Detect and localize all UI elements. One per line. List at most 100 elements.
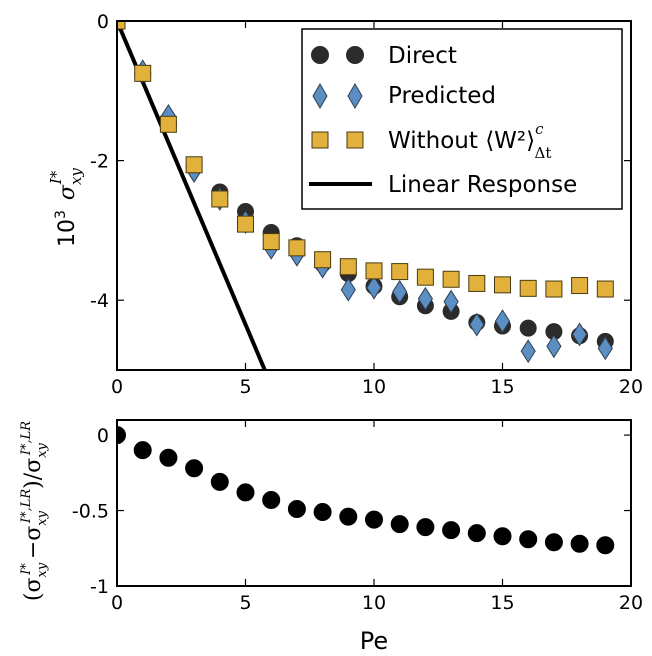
without-point — [134, 64, 152, 82]
legend-direct-marker-2 — [346, 46, 364, 64]
top-data-layer — [117, 21, 614, 370]
bottom-y-tick-label: -1 — [90, 576, 109, 598]
ylabel-symbol: σ — [55, 184, 80, 200]
bottom-x-tick-label: 0 — [111, 592, 123, 614]
legend-linear-label: Linear Response — [388, 172, 577, 198]
top-ticks: 0 5 10 15 20 0 -2 -4 — [90, 11, 643, 398]
without-point — [416, 268, 434, 286]
top-x-tick-label: 5 — [239, 376, 251, 398]
predicted-point — [546, 334, 562, 359]
bottom-x-tick-label: 15 — [490, 592, 514, 614]
direct-point — [519, 319, 537, 337]
ylabel-subscript: xy — [67, 168, 85, 185]
ratio-point — [262, 490, 281, 509]
legend-entry-without: Without ⟨W²⟩c Δt — [311, 120, 551, 162]
top-y-tick-label: -2 — [90, 151, 109, 173]
without-point — [314, 251, 332, 269]
bottom-x-tick-label: 20 — [619, 592, 643, 614]
without-point — [545, 280, 563, 298]
without-point — [365, 262, 383, 280]
ratio-point — [519, 530, 538, 549]
legend: Direct Predicted Without ⟨W²⟩c Δt Linear … — [301, 28, 623, 210]
without-point — [117, 21, 126, 30]
ratio-point — [313, 503, 332, 522]
top-x-tick-label: 15 — [490, 376, 514, 398]
top-y-tick-label: 0 — [97, 11, 109, 33]
bottom-ylabel-part-1: (σ — [21, 577, 46, 601]
without-point — [237, 215, 254, 233]
legend-entry-predicted: Predicted — [312, 83, 496, 109]
bottom-y-tick-label: 0 — [97, 425, 109, 447]
bottom-ticks: 0 5 10 15 20 0 -0.5 -1 — [72, 420, 643, 614]
ylabel-superscript: I* — [47, 170, 65, 185]
svg-text:(σxyI*−σxyI*,LR)/σxyI*,LR: (σxyI*−σxyI*,LR)/σxyI*,LR — [19, 421, 50, 601]
bottom-plot-panel: 0 5 10 15 20 0 -0.5 -1 (σxyI*−σxyI*,LR)/σxyI*,L… — [19, 419, 643, 655]
predicted-point — [469, 312, 485, 337]
ratio-point — [365, 510, 383, 529]
predicted-point — [417, 286, 433, 311]
without-point — [262, 233, 280, 251]
legend-entry-direct: Direct — [311, 43, 457, 69]
predicted-point — [572, 322, 588, 347]
without-point — [494, 276, 511, 294]
predicted-point — [392, 279, 408, 304]
without-point — [519, 279, 537, 297]
legend-entry-linear-response: Linear Response — [309, 172, 577, 198]
without-point — [211, 190, 229, 208]
top-x-tick-label: 10 — [362, 376, 386, 398]
ratio-point — [133, 441, 152, 460]
without-point — [159, 115, 177, 133]
ylabel-prefix: 10 — [55, 219, 80, 247]
ratio-point — [339, 507, 358, 526]
ratio-point — [416, 518, 435, 537]
predicted-point — [494, 309, 511, 334]
ratio-point — [596, 536, 615, 555]
predicted-point — [366, 275, 382, 300]
ratio-point — [467, 524, 486, 543]
without-point — [391, 263, 409, 281]
without-point — [185, 156, 203, 174]
predicted-point — [340, 277, 356, 302]
legend-without-label: Without ⟨W²⟩c Δt — [388, 120, 551, 162]
without-point — [339, 258, 357, 276]
ratio-point — [544, 533, 563, 552]
predicted-point — [443, 289, 459, 314]
without-point — [288, 239, 306, 257]
top-y-tick-label: -4 — [90, 290, 109, 312]
top-y-axis-label: 103 σxyI* — [47, 168, 85, 247]
ratio-point — [442, 521, 461, 540]
bottom-plot-frame — [116, 419, 632, 587]
top-x-tick-label: 20 — [619, 376, 643, 398]
bottom-y-tick-label: -0.5 — [72, 501, 109, 523]
without-point — [442, 270, 460, 288]
top-x-tick-label: 0 — [111, 376, 123, 398]
ratio-point — [236, 483, 255, 502]
top-plot-panel: 0 5 10 15 200-2-4 103σxyI* Direct Predicted — [47, 11, 643, 398]
predicted-point — [520, 339, 536, 364]
ratio-point — [390, 515, 409, 534]
ratio-point — [287, 500, 306, 519]
legend-predicted-label: Predicted — [388, 83, 496, 109]
legend-predicted-marker-1 — [312, 83, 328, 109]
bottom-y-axis-label: (σxyI*−σxyI*,LR)/σxyI*,LR — [19, 421, 50, 601]
ratio-point — [159, 448, 178, 467]
ratio-point — [185, 459, 204, 478]
without-point — [596, 280, 614, 298]
bottom-x-tick-label: 5 — [239, 592, 251, 614]
ratio-point — [570, 534, 589, 553]
ylabel-exponent: 3 — [53, 210, 69, 219]
svg-text:103σxyI*: 103 σxyI* — [47, 168, 85, 247]
bottom-x-tick-label: 10 — [362, 592, 386, 614]
without-point — [571, 277, 589, 295]
ratio-point — [210, 472, 229, 491]
legend-direct-label: Direct — [388, 43, 457, 69]
bottom-data-layer — [117, 426, 615, 555]
legend-direct-marker-1 — [311, 46, 329, 64]
without-point — [468, 274, 486, 292]
predicted-point — [597, 336, 613, 361]
x-axis-label: Pe — [360, 627, 388, 655]
legend-predicted-marker-2 — [347, 83, 363, 109]
legend-without-marker-2 — [346, 131, 364, 149]
ratio-point — [493, 527, 512, 546]
